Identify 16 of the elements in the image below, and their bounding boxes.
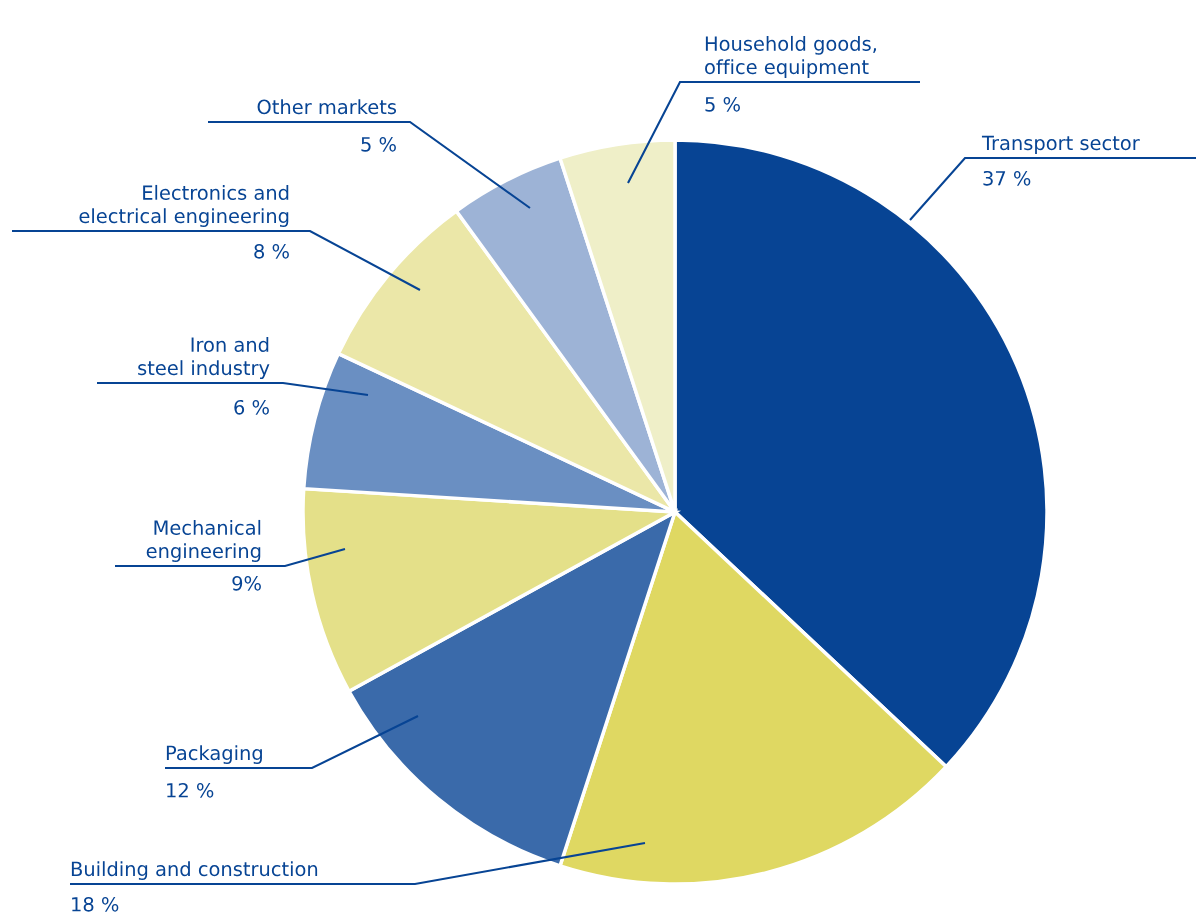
slice-label: Transport sector: [981, 135, 1140, 154]
data-label: 6 %: [234, 399, 269, 415]
data-label: 8 %: [254, 243, 289, 259]
data-label: 37 %: [983, 170, 1031, 186]
slice-label: Household goods, office equipment: [705, 35, 876, 78]
slice-label: Electronics and electrical engineering: [79, 184, 289, 227]
slice-label: Iron and steel industry: [138, 336, 270, 379]
slice-label: Building and construction: [71, 861, 318, 880]
data-label: 5 %: [705, 96, 740, 112]
data-label: 9%: [232, 575, 261, 591]
data-label: 18 %: [72, 896, 119, 912]
slice-label: Other markets: [257, 99, 397, 115]
slice-label: Mechanical engineering: [146, 519, 261, 562]
data-label: 12 %: [167, 782, 214, 798]
data-label: 5 %: [361, 136, 396, 152]
slice-label: Packaging: [166, 745, 262, 764]
